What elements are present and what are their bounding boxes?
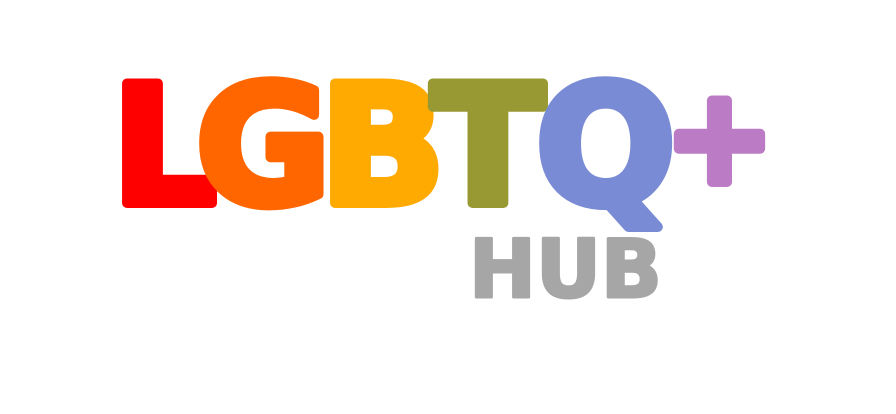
logo-plus-sign: +: [665, 61, 774, 213]
logo-subtitle-hub: HUB: [469, 223, 662, 316]
logo-letter-t: T: [432, 51, 544, 242]
logo-letter-l: L: [112, 51, 217, 242]
logo-letter-q: Q: [536, 51, 675, 242]
logo-letter-g: G: [196, 51, 331, 242]
logo-letter-b: B: [320, 51, 445, 242]
